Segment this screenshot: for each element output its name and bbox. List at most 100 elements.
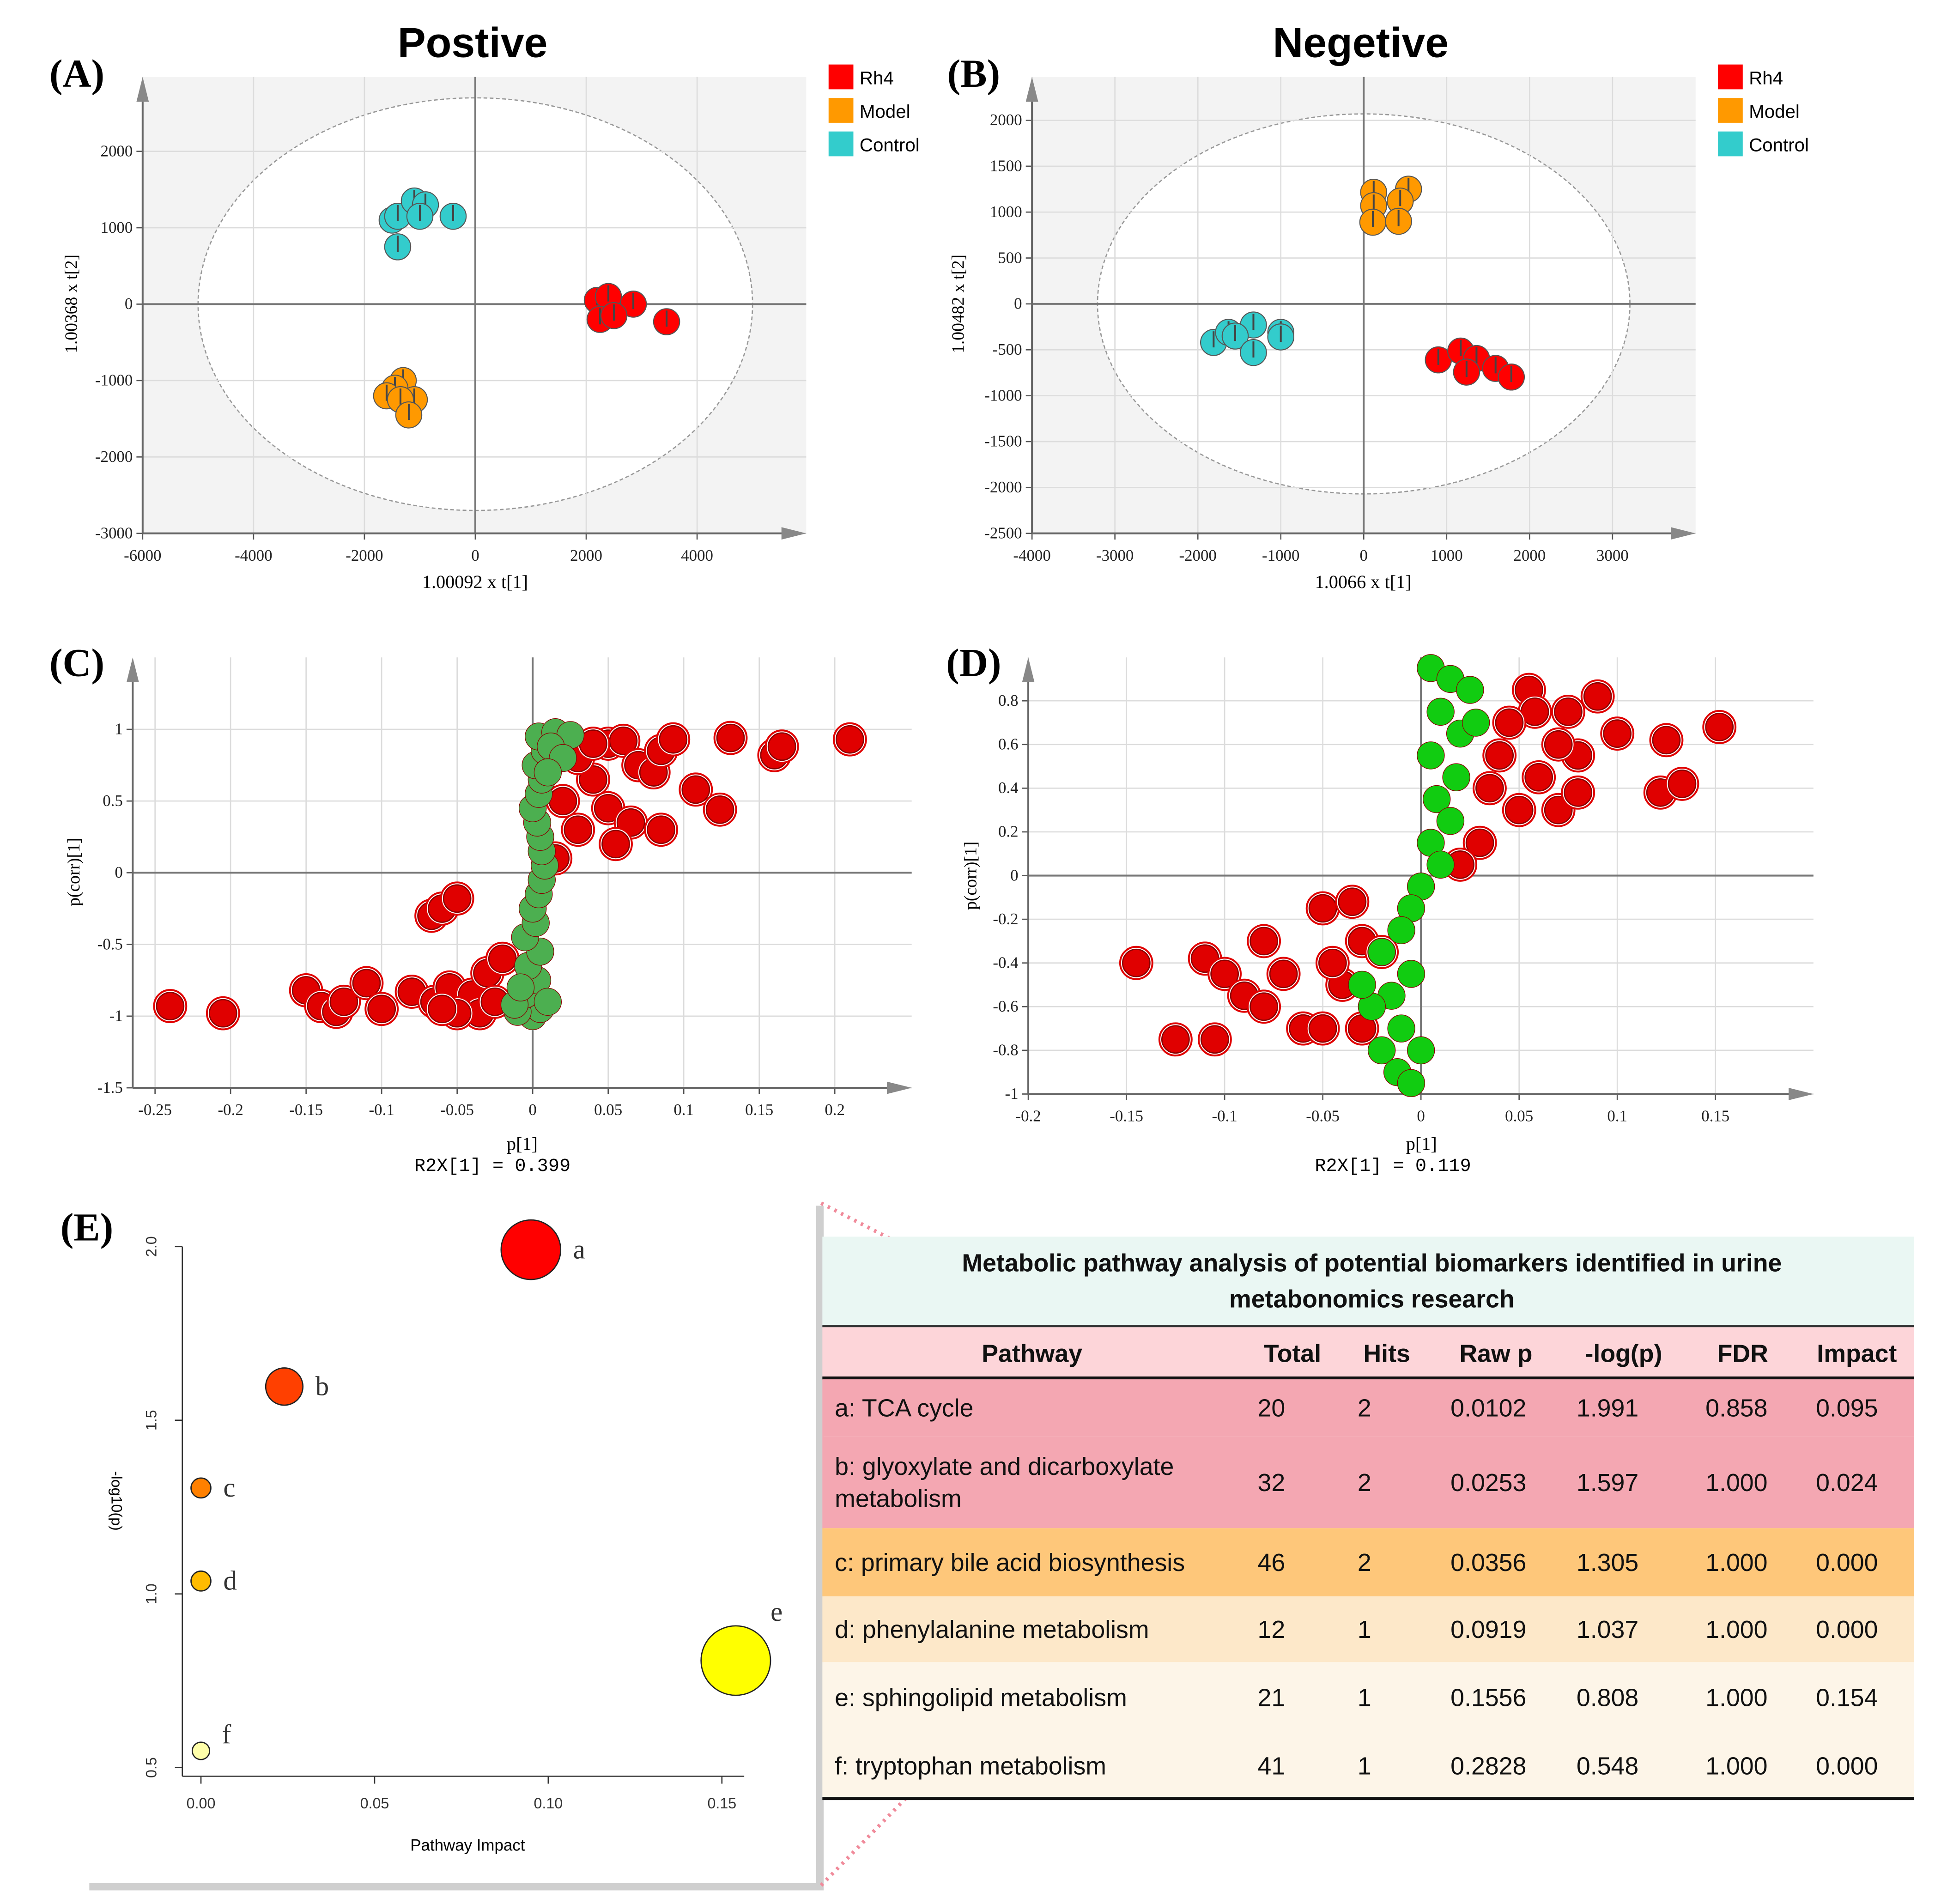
pathway-name: f: tryptophan metabolism <box>835 1752 1106 1780</box>
legend-swatch-rh4 <box>828 64 854 90</box>
panel-e-frame <box>82 1198 816 1883</box>
table-cell: 21 <box>1258 1684 1286 1712</box>
panel-label-e: (E) <box>61 1205 114 1249</box>
data-point-significant <box>1554 697 1583 726</box>
table-cell: 0.1556 <box>1450 1684 1526 1712</box>
data-point-significant <box>1583 682 1612 711</box>
axis-label-y-a: 1.00368 x t[2] <box>62 255 81 353</box>
table-cell: 0.2828 <box>1450 1752 1526 1780</box>
connector-line-top <box>820 1201 907 1249</box>
y-tick-label: -3000 <box>95 524 133 542</box>
y-tick-label: -0.5 <box>97 935 123 953</box>
data-point-significant <box>1210 959 1239 988</box>
table-row: c: primary bile acid biosynthesis 46 2 0.03… <box>822 1528 1914 1597</box>
data-point-significant <box>1603 719 1632 748</box>
x-axis-arrow <box>886 1081 912 1094</box>
data-point-non-significant <box>1442 763 1470 791</box>
y-tick-label: 2000 <box>101 142 133 160</box>
table-header-cell: Hits <box>1363 1340 1410 1368</box>
chart-1: -6000 -4000 -2000 0 2000 4000 -3000 -2000 -1000 0… <box>95 64 920 564</box>
legend-swatch-model <box>1718 98 1743 123</box>
data-point-non-significant <box>1422 785 1451 813</box>
table-title-line2: metabonomics research <box>1229 1285 1515 1313</box>
data-point-significant <box>367 994 396 1024</box>
bubble-c <box>190 1477 212 1499</box>
data-point-non-significant <box>1387 916 1415 944</box>
x-tick-label: 0.1 <box>1607 1107 1627 1125</box>
y-tick-label: 0 <box>125 295 133 313</box>
data-point-significant <box>1161 1025 1190 1054</box>
pathway-name: a: TCA cycle <box>835 1395 973 1422</box>
axis-label-x-d: p[1] <box>1406 1133 1437 1154</box>
legend-label-control: Control <box>1749 135 1809 156</box>
bubble-b <box>265 1367 304 1406</box>
table-cell: 0.024 <box>1816 1469 1878 1497</box>
x-tick-label: -6000 <box>124 546 161 564</box>
data-point-significant <box>1250 992 1279 1021</box>
x-tick-label: -0.15 <box>289 1101 323 1119</box>
data-point-significant <box>1504 795 1534 825</box>
y-tick-label: -2000 <box>95 448 133 466</box>
connector-line-bottom <box>819 1797 907 1887</box>
x-tick-label: 0.2 <box>825 1101 845 1119</box>
x-tick-label: -4000 <box>235 546 272 564</box>
bubble-f <box>191 1741 211 1760</box>
table-header-cell: Impact <box>1817 1340 1897 1368</box>
data-point-significant <box>601 830 630 859</box>
table-row-bg <box>822 1379 1914 1437</box>
axis-label-y-d: p(corr)[1] <box>961 842 980 910</box>
pathway-table: Metabolic pathway analysis of potential … <box>822 1237 1914 1801</box>
x-tick-label: 0.05 <box>360 1795 389 1812</box>
y-tick-label: 0 <box>1014 295 1022 313</box>
table-cell: 0.095 <box>1816 1395 1878 1422</box>
table-cell: 1.000 <box>1705 1684 1767 1712</box>
table-row: f: tryptophan metabolism 41 1 0.2828 0.548 1.… <box>822 1733 1914 1799</box>
chart-4: -0.2 -0.15 -0.1 -0.05 0 0.05 0.1 0.15 -1 -0.8 -0.6… <box>993 654 1814 1125</box>
table-cell: 0.000 <box>1816 1549 1878 1577</box>
data-point-significant <box>352 969 381 998</box>
x-tick-label: 0.15 <box>745 1101 773 1119</box>
data-point-significant <box>705 795 734 824</box>
x-tick-label: 0.05 <box>594 1101 622 1119</box>
y-tick-label: -0.4 <box>993 953 1018 971</box>
y-tick-label: -0.6 <box>993 997 1018 1015</box>
panel-title-negative: Negetive <box>1273 19 1449 67</box>
y-tick-label: -2500 <box>984 524 1022 542</box>
table-cell: 0.808 <box>1577 1684 1638 1712</box>
table-title-line1: Metabolic pathway analysis of potential … <box>962 1249 1782 1277</box>
y-tick-label: 0.2 <box>998 823 1019 841</box>
axis-label-y-e: -log10(p) <box>109 1471 125 1531</box>
y-tick-label: 2.0 <box>143 1236 159 1257</box>
data-point-significant <box>647 815 676 844</box>
data-point-significant <box>156 992 185 1020</box>
y-tick-label: -1.5 <box>97 1079 123 1097</box>
axis-label-y-c: p(corr)[1] <box>65 838 84 906</box>
bubble-label-b: b <box>315 1371 329 1401</box>
data-point-significant <box>1544 730 1573 759</box>
r2x-note-d: R2X[1] = 0.119 <box>1315 1156 1471 1177</box>
pathway-name: e: sphingolipid metabolism <box>835 1684 1127 1712</box>
table-row-bg <box>822 1436 1914 1528</box>
y-tick-label: -1500 <box>984 432 1022 450</box>
y-tick-label: 0.8 <box>998 691 1019 709</box>
y-tick-label: 1000 <box>990 203 1022 221</box>
data-point-significant <box>767 732 796 761</box>
y-tick-label: -1 <box>1005 1085 1019 1103</box>
y-tick-label: 0 <box>115 863 122 881</box>
x-tick-label: -4000 <box>1013 546 1050 564</box>
table-cell: 0.154 <box>1816 1684 1878 1712</box>
panel-label-a: (A) <box>49 51 104 96</box>
x-tick-label: 2000 <box>570 546 602 564</box>
legend-label-control: Control <box>860 135 920 156</box>
data-point-significant <box>1269 959 1298 988</box>
x-tick-label: -3000 <box>1096 546 1134 564</box>
table-cell: 12 <box>1258 1616 1286 1643</box>
table-title-band <box>822 1237 1914 1326</box>
table-cell: 20 <box>1258 1395 1286 1422</box>
table-cell: 41 <box>1258 1752 1286 1780</box>
y-tick-label: -1 <box>109 1007 123 1025</box>
data-point-significant <box>488 944 517 973</box>
data-point-non-significant <box>1367 938 1396 966</box>
table-cell: 0.000 <box>1816 1616 1878 1643</box>
y-tick-label: 0 <box>1010 866 1018 884</box>
